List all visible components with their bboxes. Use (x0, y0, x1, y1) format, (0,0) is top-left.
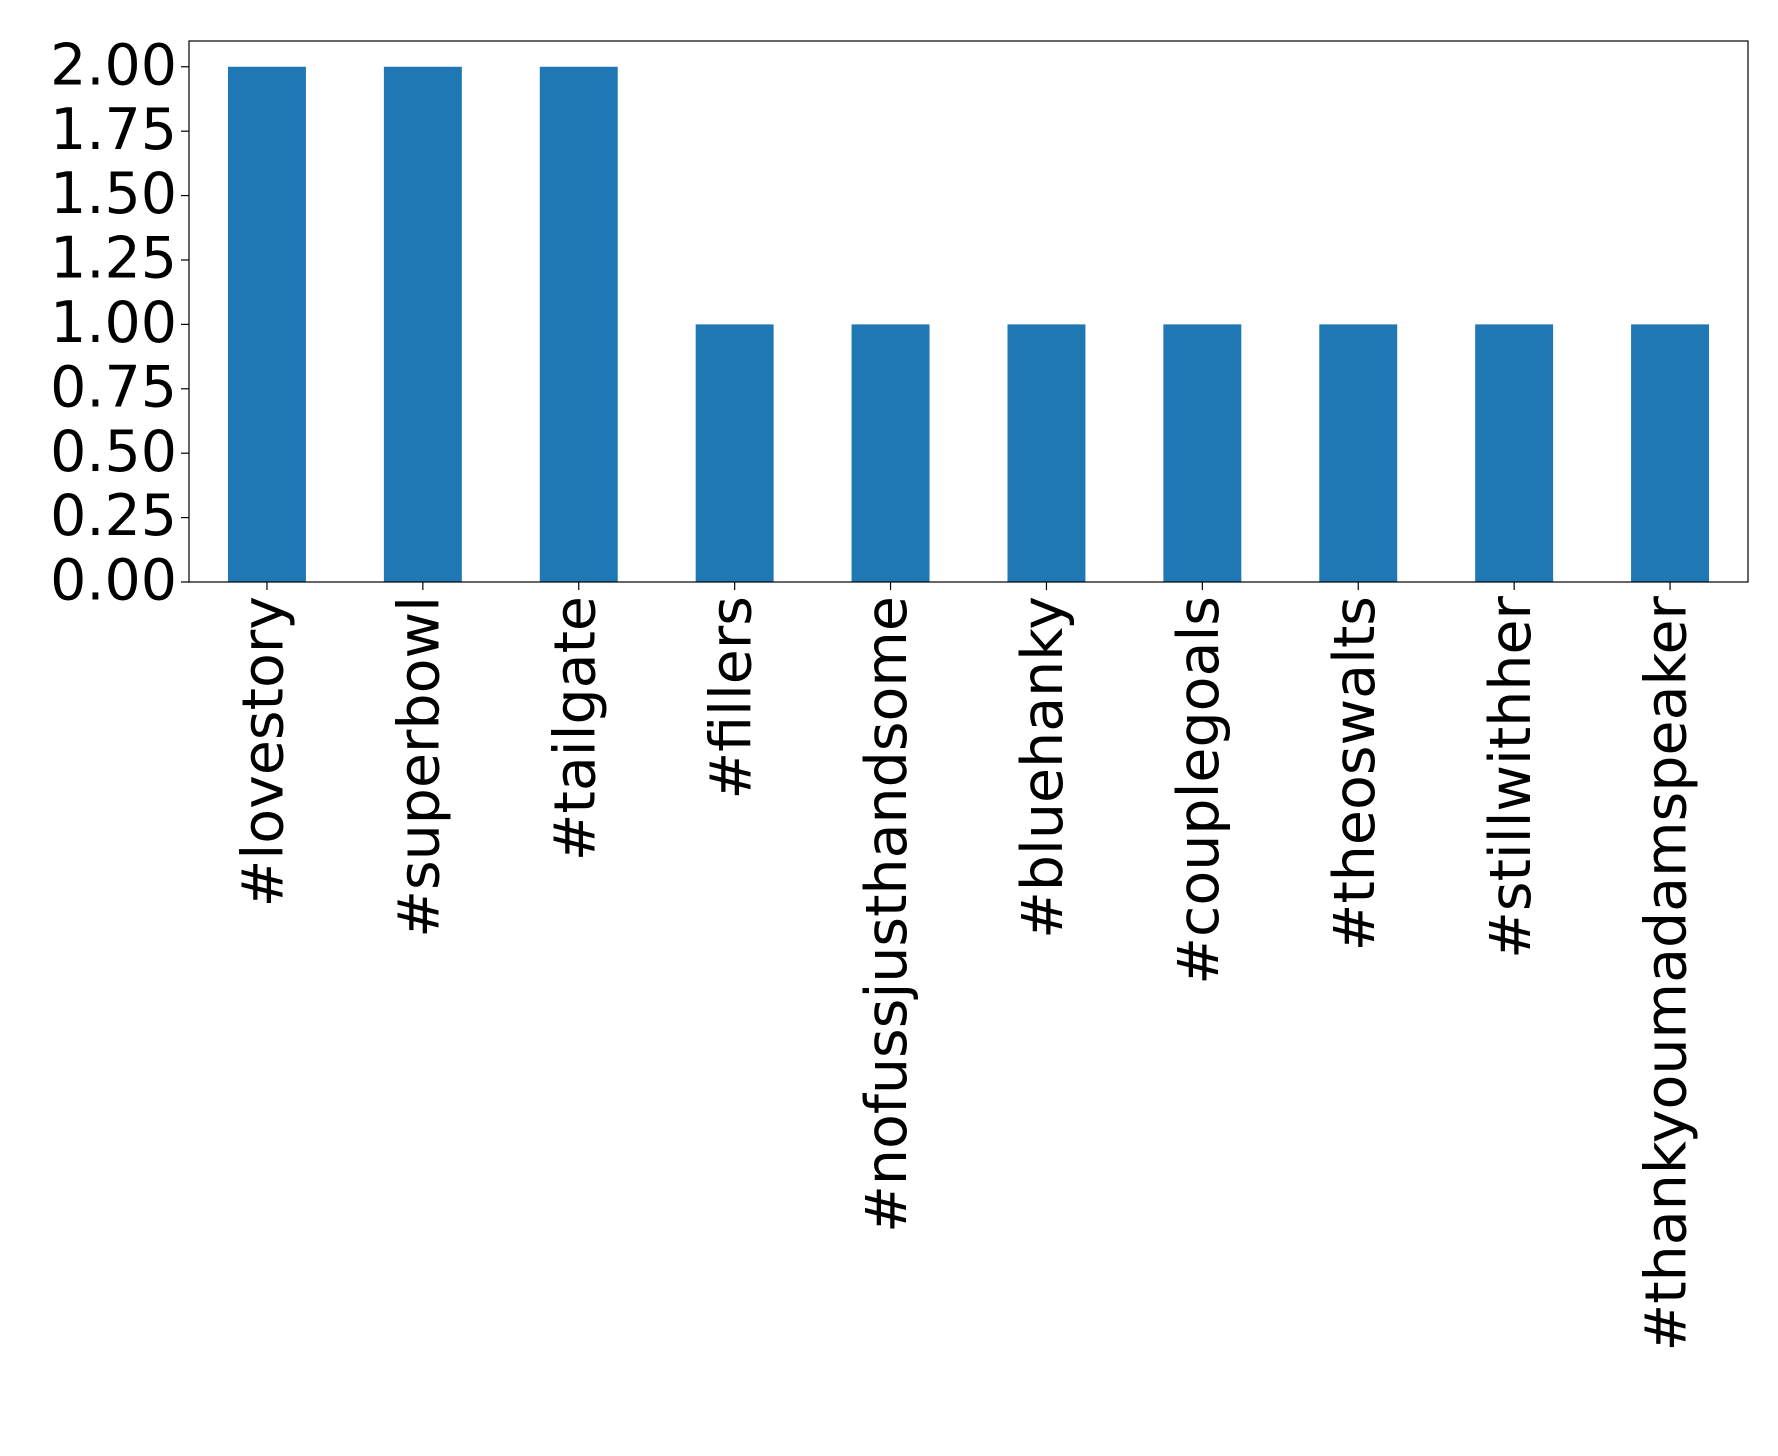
x-tick-label: #nofussjusthandsome (854, 596, 920, 1233)
bar (1319, 324, 1398, 582)
y-tick-label: 1.00 (50, 290, 177, 356)
y-tick-label: 1.25 (50, 226, 177, 292)
bar (1007, 324, 1086, 582)
x-tick-label: #tailgate (542, 596, 608, 861)
x-tick-label: #couplegoals (1166, 596, 1232, 985)
bar (1163, 324, 1242, 582)
y-tick-label: 1.50 (50, 161, 177, 227)
bar (1475, 324, 1554, 582)
x-tick-label: #thankyoumadamspeaker (1634, 595, 1700, 1351)
y-tick-label: 2.00 (50, 32, 177, 98)
y-tick-label: 0.25 (50, 483, 177, 549)
x-tick-label: #stillwithher (1478, 595, 1544, 958)
bar (227, 66, 306, 582)
x-tick-label: #lovestory (231, 596, 297, 907)
x-tick-label: #theoswalts (1322, 596, 1388, 951)
plot-frame (188, 40, 1749, 583)
bar (851, 324, 930, 582)
y-tick-label: 0.75 (50, 354, 177, 420)
bar (383, 66, 462, 582)
x-tick-label: #fillers (698, 596, 764, 800)
x-tick-label: #bluehanky (1010, 596, 1076, 939)
x-tick-label: #superbowl (386, 596, 452, 938)
bar (539, 66, 618, 582)
y-tick-label: 0.50 (50, 419, 177, 485)
y-tick-label: 1.75 (50, 97, 177, 163)
bar (695, 324, 774, 582)
bar (1631, 324, 1710, 582)
y-tick-label: 0.00 (50, 548, 177, 614)
